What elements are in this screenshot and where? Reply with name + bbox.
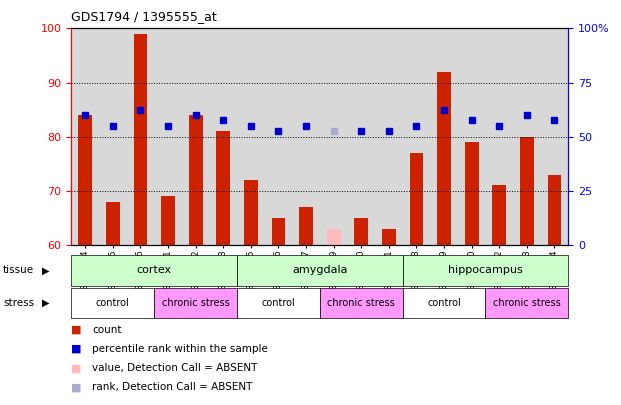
- Bar: [78, 115, 92, 245]
- Bar: [71, 255, 237, 286]
- Bar: [513, 28, 541, 245]
- Bar: [486, 288, 568, 318]
- Bar: [458, 28, 486, 245]
- Text: cortex: cortex: [137, 265, 172, 275]
- Bar: [134, 34, 147, 245]
- Bar: [265, 28, 292, 245]
- Bar: [216, 131, 230, 245]
- Bar: [161, 196, 175, 245]
- Bar: [154, 28, 182, 245]
- Bar: [182, 28, 209, 245]
- Bar: [237, 28, 265, 245]
- Bar: [409, 153, 424, 245]
- Bar: [244, 180, 258, 245]
- Bar: [71, 288, 154, 318]
- Bar: [299, 207, 313, 245]
- Text: chronic stress: chronic stress: [493, 298, 561, 308]
- Text: percentile rank within the sample: percentile rank within the sample: [92, 344, 268, 354]
- Bar: [127, 28, 154, 245]
- Bar: [99, 28, 127, 245]
- Text: chronic stress: chronic stress: [327, 298, 395, 308]
- Bar: [355, 218, 368, 245]
- Bar: [520, 136, 533, 245]
- Text: control: control: [427, 298, 461, 308]
- Bar: [541, 28, 568, 245]
- Text: control: control: [261, 298, 296, 308]
- Text: amygdala: amygdala: [292, 265, 348, 275]
- Text: ▶: ▶: [42, 265, 50, 275]
- Bar: [320, 28, 347, 245]
- Bar: [402, 288, 486, 318]
- Text: hippocampus: hippocampus: [448, 265, 523, 275]
- Bar: [209, 28, 237, 245]
- Bar: [237, 288, 320, 318]
- Bar: [106, 202, 120, 245]
- Bar: [237, 255, 402, 286]
- Bar: [437, 72, 451, 245]
- Bar: [154, 288, 237, 318]
- Text: count: count: [92, 325, 122, 335]
- Bar: [548, 175, 561, 245]
- Bar: [327, 229, 340, 245]
- Bar: [292, 28, 320, 245]
- Text: tissue: tissue: [3, 265, 34, 275]
- Text: ■: ■: [71, 325, 82, 335]
- Text: rank, Detection Call = ABSENT: rank, Detection Call = ABSENT: [92, 382, 252, 392]
- Bar: [347, 28, 375, 245]
- Bar: [71, 28, 99, 245]
- Text: GDS1794 / 1395555_at: GDS1794 / 1395555_at: [71, 10, 217, 23]
- Bar: [189, 115, 202, 245]
- Bar: [375, 28, 402, 245]
- Bar: [382, 229, 396, 245]
- Bar: [492, 185, 506, 245]
- Text: control: control: [96, 298, 130, 308]
- Text: ▶: ▶: [42, 298, 50, 308]
- Bar: [402, 28, 430, 245]
- Text: chronic stress: chronic stress: [161, 298, 230, 308]
- Bar: [465, 142, 479, 245]
- Text: ■: ■: [71, 363, 82, 373]
- Text: value, Detection Call = ABSENT: value, Detection Call = ABSENT: [92, 363, 257, 373]
- Text: ■: ■: [71, 344, 82, 354]
- Text: stress: stress: [3, 298, 34, 308]
- Bar: [430, 28, 458, 245]
- Text: ■: ■: [71, 382, 82, 392]
- Bar: [486, 28, 513, 245]
- Bar: [402, 255, 568, 286]
- Bar: [320, 288, 402, 318]
- Bar: [271, 218, 285, 245]
